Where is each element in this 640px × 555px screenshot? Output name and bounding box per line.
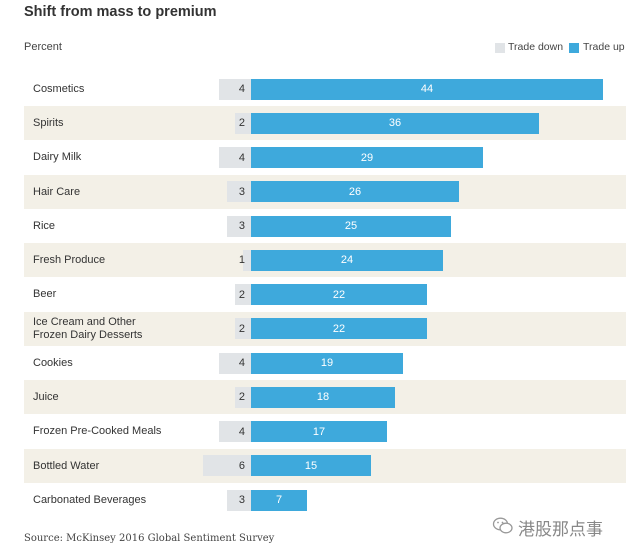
legend-swatch-trade-up xyxy=(569,43,579,53)
value-label-trade-up: 25 xyxy=(344,220,358,232)
value-label-trade-down: 2 xyxy=(238,288,245,301)
category-label: Fresh Produce xyxy=(33,254,106,266)
value-label-trade-up: 29 xyxy=(360,151,374,164)
value-label-trade-up: 15 xyxy=(304,459,318,472)
value-label-trade-down: 3 xyxy=(238,185,245,198)
category-label: Juice xyxy=(33,391,59,403)
bar-trade-down xyxy=(243,249,251,271)
value-label-trade-down: 1 xyxy=(238,254,245,267)
bar-trade-up xyxy=(251,318,427,340)
value-label-trade-down: 2 xyxy=(238,322,245,335)
bar-trade-down xyxy=(227,489,251,511)
bar-trade-up xyxy=(251,489,307,511)
value-label-trade-down: 4 xyxy=(238,83,245,95)
bar-trade-up xyxy=(251,284,427,305)
category-label: Frozen Pre-Cooked Meals xyxy=(33,425,162,438)
bar-trade-down xyxy=(219,421,251,442)
category-label: Carbonated Beverages xyxy=(33,493,147,506)
value-label-trade-up: 36 xyxy=(388,117,402,130)
category-label: Bottled Water xyxy=(33,459,100,472)
category-label: Beer xyxy=(33,288,57,301)
value-label-trade-down: 4 xyxy=(238,357,245,369)
value-label-trade-down: 2 xyxy=(238,391,245,404)
bar-trade-up xyxy=(251,78,603,100)
y-axis-label: Percent xyxy=(24,41,62,53)
bar-trade-down xyxy=(219,352,251,374)
bar-trade-down xyxy=(203,455,251,477)
value-label-trade-down: 2 xyxy=(238,117,245,130)
category-label: Cosmetics xyxy=(33,82,85,95)
bar-trade-down xyxy=(235,318,251,340)
value-label-trade-up: 24 xyxy=(340,254,354,267)
bar-trade-up xyxy=(251,181,459,203)
bar-trade-up xyxy=(251,112,539,134)
chart-title: Shift from mass to premium xyxy=(24,4,217,20)
category-label: Cookies xyxy=(33,356,73,369)
value-label-trade-down: 4 xyxy=(238,151,245,164)
category-label: Spirits xyxy=(33,117,64,129)
bar-trade-down xyxy=(227,215,251,237)
value-label-trade-up: 7 xyxy=(275,494,283,506)
bar-trade-up xyxy=(251,455,371,477)
source-note: Source: McKinsey 2016 Global Sentiment S… xyxy=(24,533,275,544)
bar-trade-down xyxy=(227,181,251,203)
value-label-trade-up: 26 xyxy=(348,185,362,198)
legend-label-trade-down: Trade down xyxy=(508,41,564,53)
value-label-trade-down: 4 xyxy=(238,425,245,438)
legend: Trade down Trade up xyxy=(495,41,630,55)
bar-trade-up xyxy=(251,249,443,271)
bar-trade-down xyxy=(235,112,251,134)
value-label-trade-up: 18 xyxy=(316,391,330,404)
category-label: Dairy Milk xyxy=(33,151,82,164)
bar-trade-up xyxy=(251,352,403,374)
bar-trade-down xyxy=(219,78,251,100)
legend-swatch-trade-down xyxy=(495,43,505,53)
wechat-icon xyxy=(492,517,513,534)
value-label-trade-up: 17 xyxy=(312,425,326,438)
legend-label-trade-up: Trade up xyxy=(583,41,625,53)
value-label-trade-down: 3 xyxy=(238,494,245,506)
bar-trade-up xyxy=(251,386,395,408)
watermark-text: 港股那点事 xyxy=(518,520,603,539)
value-label-trade-up: 22 xyxy=(332,322,346,335)
bar-trade-down xyxy=(235,386,251,408)
category-label: Rice xyxy=(33,219,56,232)
bar-trade-down xyxy=(235,284,251,305)
value-label-trade-down: 6 xyxy=(238,459,245,472)
value-label-trade-down: 3 xyxy=(238,220,245,232)
value-label-trade-up: 22 xyxy=(332,288,346,301)
category-label: Ice Cream and Other Frozen Dairy Dessert… xyxy=(33,316,143,341)
category-label: Hair Care xyxy=(33,185,81,198)
bar-trade-up xyxy=(251,147,483,168)
bar-trade-up xyxy=(251,421,387,442)
bar-trade-up xyxy=(251,215,451,237)
value-label-trade-up: 19 xyxy=(320,357,334,369)
value-label-trade-up: 44 xyxy=(420,83,434,95)
bar-trade-down xyxy=(219,147,251,168)
